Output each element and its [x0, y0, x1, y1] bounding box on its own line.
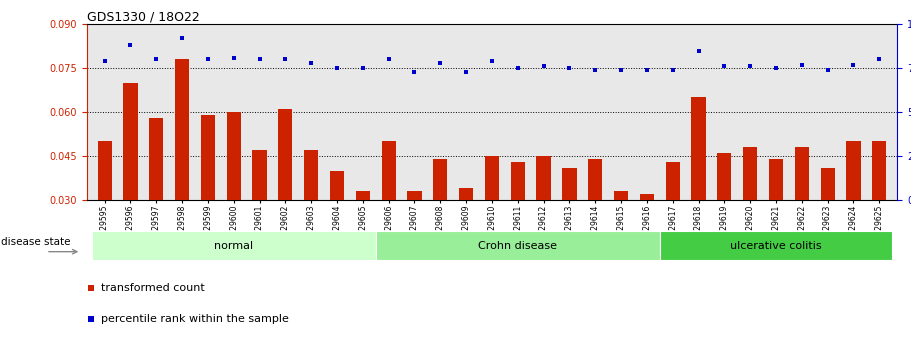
Bar	[92, 231, 375, 260]
Point	[742, 63, 757, 69]
Bar	[382, 141, 395, 288]
Point	[355, 66, 370, 71]
Bar	[407, 191, 422, 288]
Text: normal: normal	[214, 241, 253, 251]
Text: transformed count: transformed count	[101, 283, 204, 293]
Point	[123, 42, 138, 48]
Bar	[304, 150, 318, 288]
Point	[278, 57, 292, 62]
Point	[537, 63, 551, 69]
Point	[252, 57, 267, 62]
Bar	[846, 141, 861, 288]
Point	[510, 66, 525, 71]
Bar	[97, 141, 112, 288]
Bar	[200, 115, 215, 288]
Bar	[278, 109, 292, 288]
Bar	[123, 83, 138, 288]
Bar	[375, 231, 660, 260]
Bar	[175, 59, 189, 288]
Point	[485, 58, 499, 64]
Point	[665, 67, 680, 73]
Bar	[614, 191, 629, 288]
Bar	[660, 231, 892, 260]
Bar	[717, 153, 732, 288]
Bar	[149, 118, 163, 288]
Point	[459, 69, 474, 75]
Point	[691, 48, 706, 53]
Bar	[589, 159, 602, 288]
Point	[846, 62, 861, 67]
Point	[382, 57, 396, 62]
Point	[717, 63, 732, 69]
Bar	[743, 147, 757, 288]
Point	[872, 57, 886, 62]
Bar	[769, 159, 783, 288]
Bar	[821, 168, 834, 288]
Bar	[511, 162, 525, 288]
Text: Crohn disease: Crohn disease	[478, 241, 558, 251]
Bar	[537, 156, 550, 288]
Point	[407, 69, 422, 75]
Point	[820, 67, 834, 73]
Bar	[252, 150, 267, 288]
Point	[614, 67, 629, 73]
Point	[227, 55, 241, 60]
Point	[640, 67, 654, 73]
Point	[769, 66, 783, 71]
Point	[562, 66, 577, 71]
Point	[304, 60, 319, 66]
Bar	[434, 159, 447, 288]
Text: percentile rank within the sample: percentile rank within the sample	[101, 314, 289, 324]
Bar	[794, 147, 809, 288]
Point	[319, 160, 333, 165]
Point	[433, 60, 447, 66]
Bar	[355, 191, 370, 288]
Bar	[691, 97, 706, 288]
Bar	[640, 194, 654, 288]
Point	[149, 57, 164, 62]
Point	[200, 57, 215, 62]
Text: ulcerative colitis: ulcerative colitis	[730, 241, 822, 251]
Bar	[872, 141, 886, 288]
Text: disease state: disease state	[1, 237, 70, 247]
Point	[97, 58, 112, 64]
Bar	[227, 112, 241, 288]
Point	[175, 36, 189, 41]
Bar	[666, 162, 680, 288]
Point	[588, 67, 602, 73]
Bar	[562, 168, 577, 288]
Bar	[459, 188, 473, 288]
Point	[330, 66, 344, 71]
Bar	[330, 171, 344, 288]
Bar	[485, 156, 499, 288]
Point	[794, 62, 809, 67]
Text: GDS1330 / 18O22: GDS1330 / 18O22	[87, 10, 200, 23]
